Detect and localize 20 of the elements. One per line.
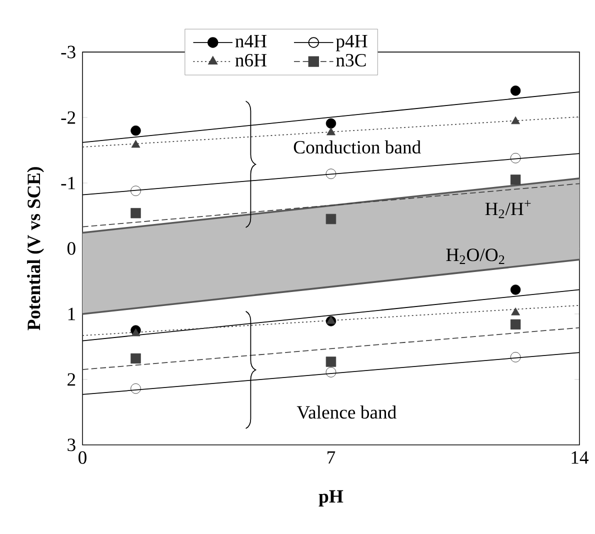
annotation: Valence band [296, 405, 396, 419]
x-axis-title: pH [318, 490, 344, 506]
y-tick-label: -2 [61, 111, 76, 124]
x-tick-label: 14 [572, 451, 588, 464]
annotation: H$_{2}$O/O$_{2}$ [446, 248, 504, 264]
x-tick-label: 0 [78, 451, 86, 464]
y-tick-label: 1 [68, 308, 75, 320]
y-tick-label: -1 [61, 176, 75, 190]
y-tick-label: -3 [61, 46, 76, 58]
legend-label: p4H [336, 34, 368, 52]
annotation: Conduction band [294, 140, 421, 154]
y-tick-label: 2 [68, 373, 76, 386]
legend-label: n6H [235, 54, 267, 66]
legend-label: n4H [235, 34, 267, 48]
legend-label: n3C [336, 54, 366, 66]
annotation: H$_{2}$/H$^{+}$ [485, 200, 531, 218]
y-axis-title: Potential (V vs SCE) [27, 167, 44, 330]
y-tick-label: 0 [67, 242, 76, 255]
x-tick-label: 7 [328, 451, 336, 464]
y-tick-label: 3 [68, 438, 76, 452]
